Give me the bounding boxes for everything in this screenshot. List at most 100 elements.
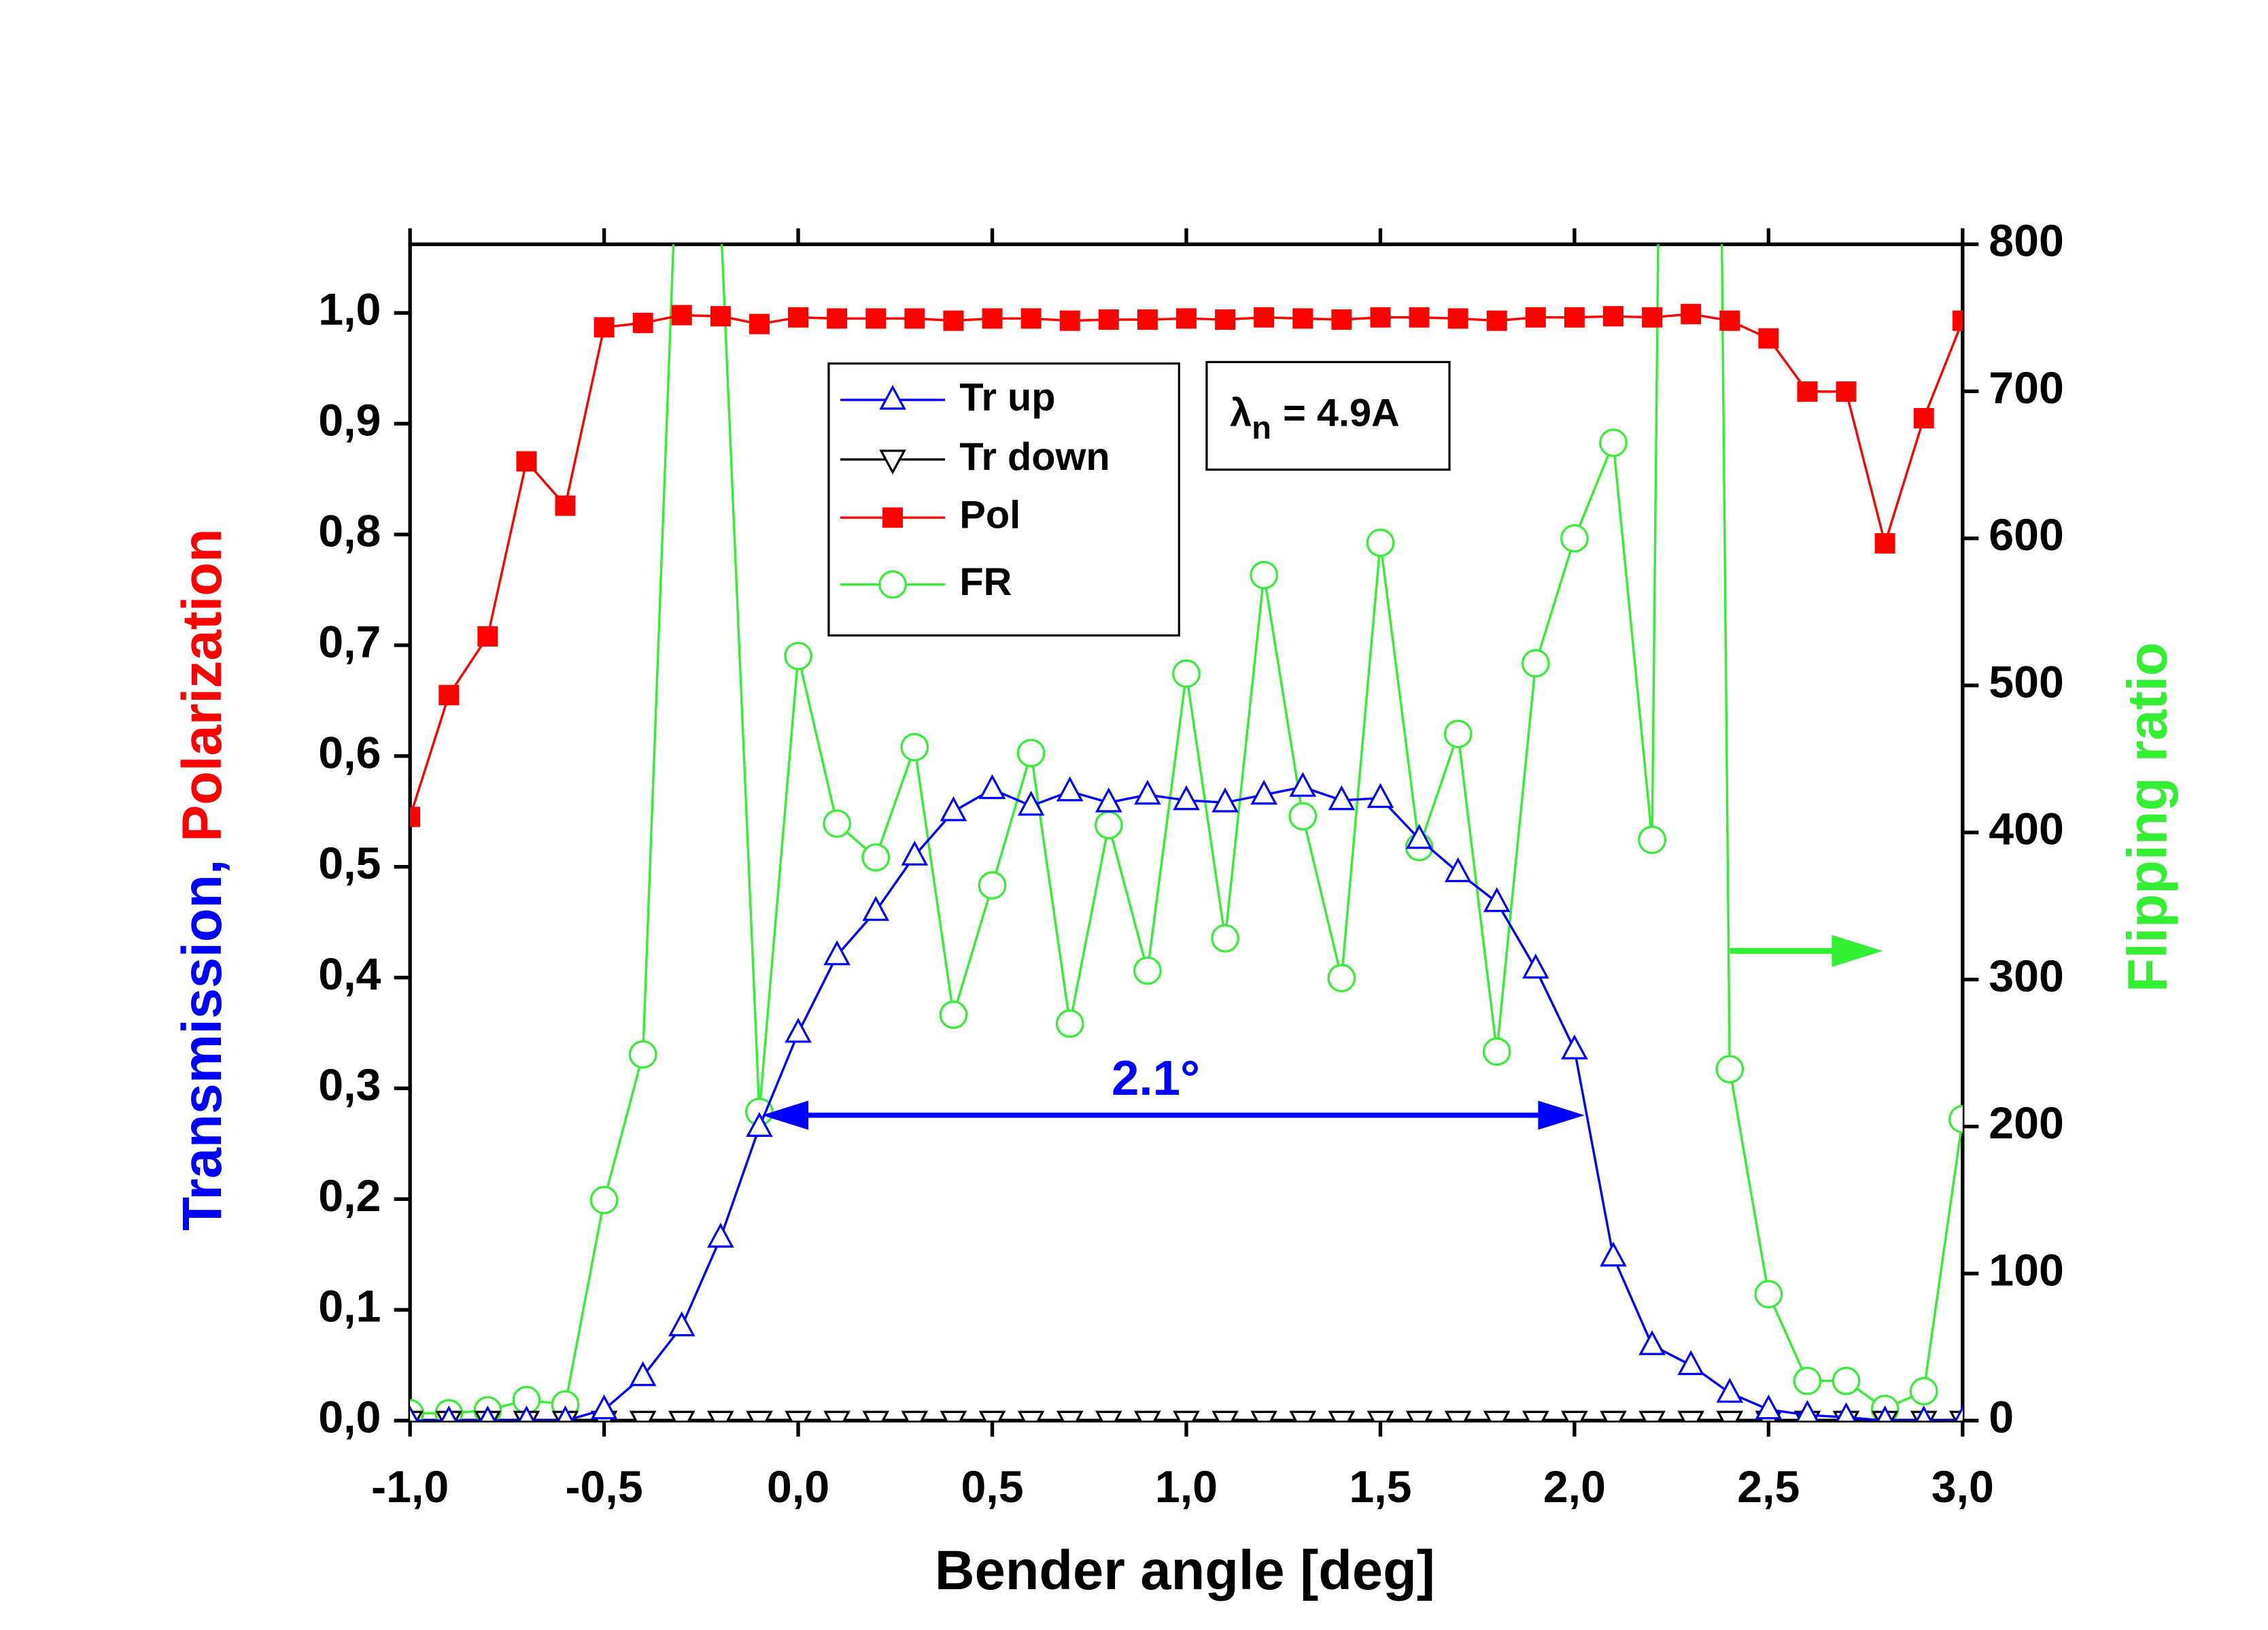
marker [439,685,460,706]
marker [939,1000,968,1030]
marker [1095,1410,1122,1421]
y2-tick-label: 800 [1989,216,2064,267]
y-tick-label: 0,7 [318,617,381,667]
marker [1486,310,1507,331]
marker [1134,1410,1161,1421]
marker [1482,1037,1511,1066]
marker [1017,1410,1045,1421]
marker [1836,1402,1857,1421]
y-tick-label: 0,5 [318,838,381,889]
marker [1212,787,1239,813]
marker [823,809,851,838]
marker [746,1112,773,1137]
marker [1176,308,1197,329]
marker [1328,785,1356,811]
marker [823,1410,850,1421]
marker [785,1017,812,1043]
marker [441,1405,458,1421]
marker [1560,524,1589,553]
marker [1719,310,1740,331]
marker [590,1394,618,1420]
marker [671,305,692,326]
marker [1405,1410,1433,1421]
marker [1915,1405,1932,1421]
marker [1327,964,1356,993]
marker [940,1410,967,1421]
marker [1677,1410,1704,1421]
x-tick-label: 3,0 [1931,1462,1994,1512]
marker [1173,1410,1200,1421]
marker [1948,1104,1963,1134]
marker [1367,783,1394,809]
marker [1909,1376,1938,1406]
marker [1250,1410,1277,1421]
width-label: 2.1° [1112,1051,1200,1106]
marker [629,1410,657,1421]
marker [788,307,809,328]
marker [632,312,653,333]
wavelength-value: = 4.9A [1283,392,1400,435]
marker [1211,923,1239,953]
marker [1600,1241,1627,1267]
marker [1521,649,1550,678]
x-tick-label: 2,0 [1543,1462,1606,1512]
legend: Tr up Tr down Pol FR [827,362,1180,637]
marker [669,11,695,37]
wavelength-box [1205,360,1451,471]
marker [707,1223,734,1248]
y-tick-label: 0,4 [318,949,381,1000]
marker [901,841,929,866]
marker [879,384,906,410]
marker [940,796,967,821]
marker [879,449,906,475]
marker [708,202,734,228]
marker [1292,308,1313,329]
marker [901,1410,929,1421]
y-axis-label-part: Polarization [171,528,233,841]
marker [1954,1405,1963,1421]
marker [1793,1366,1822,1395]
marker [1094,811,1123,840]
series-line [410,313,1963,817]
y2-tick-label: 100 [1989,1245,2064,1295]
marker [882,507,904,528]
marker [1017,790,1045,816]
marker [746,1410,773,1421]
marker [1328,1410,1356,1421]
width-arrow [761,1100,1585,1130]
y2-tick-label: 700 [1989,363,2064,413]
plot-area [410,11,1963,1421]
marker [1095,787,1122,813]
x-tick-label: -0,5 [566,1462,643,1512]
y-tick-label: 0,0 [318,1393,381,1443]
marker [1288,802,1318,831]
marker [1289,772,1317,797]
marker [1561,1034,1588,1059]
marker [900,732,929,762]
series-line [410,244,1963,1414]
marker [410,1405,419,1421]
marker [477,626,498,647]
marker [1876,1405,1893,1421]
marker [594,317,615,338]
marker [1483,1410,1511,1421]
marker [1522,953,1549,979]
marker [1561,1410,1588,1421]
marker [1134,779,1161,805]
marker [516,451,537,472]
marker [518,1405,535,1421]
marker [1715,1055,1745,1084]
y-tick-label: 0,1 [318,1282,381,1332]
marker [1016,738,1046,768]
wavelength-subscript: n [1252,409,1271,445]
marker [785,1410,812,1421]
marker [1599,428,1628,457]
y-tick-label: 1,0 [318,285,381,335]
x-tick-label: 1,5 [1349,1462,1411,1512]
plot-frame [408,242,1965,1423]
marker [1212,1410,1239,1421]
x-axis-label: Bender angle [deg] [935,1540,1435,1601]
y-axis-label: Transmission, Polarization [171,528,233,1231]
y-tick-label: 0,8 [318,507,381,557]
marker [1055,1009,1084,1038]
